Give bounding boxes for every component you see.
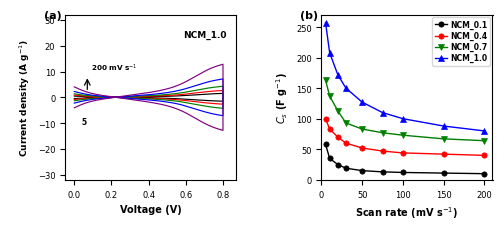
NCM_0.1: [380, 171, 386, 173]
Text: 5: 5: [81, 117, 86, 126]
NCM_1.0: [343, 87, 349, 90]
NCM_1.0: [326, 52, 332, 55]
Y-axis label: $C_s$ (F g$^{-1}$): $C_s$ (F g$^{-1}$): [274, 72, 290, 124]
Line: NCM_1.0: NCM_1.0: [323, 21, 487, 134]
NCM_0.4: [400, 152, 406, 155]
NCM_0.1: [440, 172, 446, 175]
NCM_1.0: [335, 74, 341, 77]
NCM_0.4: [326, 128, 332, 131]
NCM_0.4: [335, 136, 341, 139]
Text: NCM_1.0: NCM_1.0: [184, 31, 227, 40]
NCM_1.0: [359, 101, 365, 104]
Line: NCM_0.4: NCM_0.4: [323, 117, 487, 158]
NCM_1.0: [380, 112, 386, 115]
NCM_1.0: [400, 118, 406, 121]
NCM_0.7: [380, 132, 386, 135]
NCM_0.7: [440, 138, 446, 141]
Text: 200 mV s$^{-1}$: 200 mV s$^{-1}$: [91, 62, 138, 74]
X-axis label: Scan rate (mV s$^{-1}$): Scan rate (mV s$^{-1}$): [356, 204, 459, 220]
NCM_0.4: [440, 153, 446, 156]
NCM_0.7: [322, 79, 328, 82]
NCM_0.4: [343, 142, 349, 145]
NCM_0.1: [322, 143, 328, 146]
Line: NCM_0.1: NCM_0.1: [323, 142, 487, 177]
NCM_1.0: [440, 125, 446, 128]
NCM_0.4: [380, 150, 386, 153]
NCM_1.0: [322, 22, 328, 25]
NCM_0.7: [359, 128, 365, 131]
Line: NCM_0.7: NCM_0.7: [323, 78, 487, 144]
NCM_0.1: [400, 171, 406, 174]
Y-axis label: Current density (A g$^{-1}$): Current density (A g$^{-1}$): [18, 39, 32, 157]
Text: (b): (b): [300, 11, 318, 21]
NCM_0.1: [482, 173, 488, 175]
NCM_0.1: [343, 167, 349, 170]
NCM_1.0: [482, 130, 488, 133]
NCM_0.7: [326, 95, 332, 98]
NCM_0.4: [359, 147, 365, 150]
NCM_0.1: [335, 163, 341, 166]
NCM_0.7: [343, 122, 349, 125]
Text: (a): (a): [44, 11, 62, 21]
Legend: NCM_0.1, NCM_0.4, NCM_0.7, NCM_1.0: NCM_0.1, NCM_0.4, NCM_0.7, NCM_1.0: [432, 18, 490, 66]
NCM_0.7: [335, 110, 341, 112]
X-axis label: Voltage (V): Voltage (V): [120, 204, 182, 214]
NCM_0.7: [482, 140, 488, 142]
NCM_0.7: [400, 134, 406, 137]
NCM_0.4: [322, 118, 328, 121]
NCM_0.1: [359, 169, 365, 172]
NCM_0.1: [326, 157, 332, 160]
NCM_0.4: [482, 154, 488, 157]
